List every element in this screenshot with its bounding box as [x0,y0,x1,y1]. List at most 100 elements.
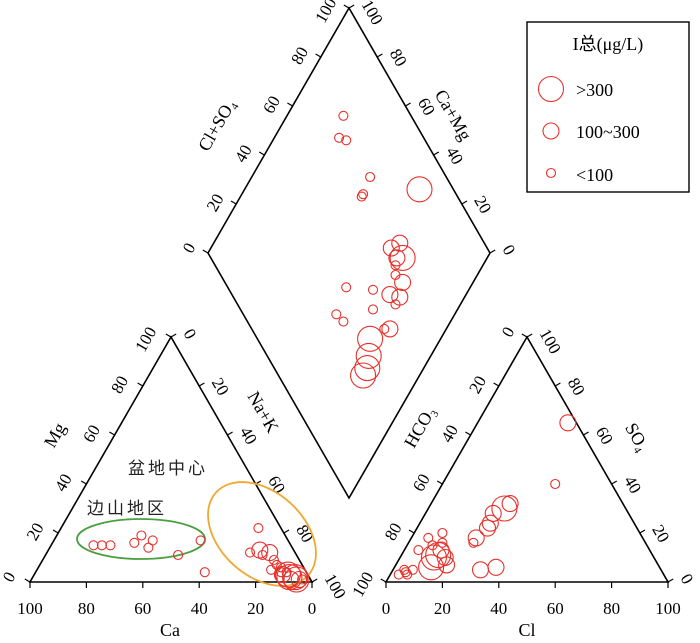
diamond-point-18 [379,323,390,334]
tick-label-hco3-80: 80 [381,520,406,544]
tick-camg-20 [461,200,468,205]
tick-label-ca-100: 100 [17,599,43,618]
tick-mg-40 [80,480,87,485]
legend-marker-large [537,75,565,103]
tick-label-clso4-80: 80 [287,44,312,68]
axis-label-cl-so4: Cl+SO₄ [194,96,240,155]
diamond-point-13 [394,273,412,291]
tick-camg-60 [405,102,411,107]
cation-point-12 [251,541,269,559]
legend-marker-medium [542,122,560,140]
anion-point-24 [400,567,411,578]
diamond-point-10 [388,249,406,267]
diamond-point-7 [356,191,367,202]
anion-point-20 [438,556,456,574]
tick-mg-80 [137,382,144,387]
tick-label-ca-0: 0 [308,599,317,618]
diamond-point-26 [331,309,342,320]
tick-label-nak-40: 40 [236,424,261,448]
tick-nak-40 [227,431,233,436]
tick-clso4-40 [258,151,265,156]
cation-point-2 [105,540,116,551]
tick-label-cl-0: 0 [382,599,391,618]
diamond-point-24 [350,362,377,389]
diamond-point-25 [341,282,352,293]
tick-hco3-60 [436,480,443,485]
anion-points [393,414,577,581]
tick-label-clso4-60: 60 [259,93,284,117]
diamond-point-23 [354,355,381,382]
label-mountain-area: 边山地区 [87,499,167,519]
cation-point-5 [143,542,154,553]
cation-triangle-frame [28,335,314,583]
anion-point-1 [550,478,561,490]
diamond-point-16 [390,299,401,310]
anion-point-6 [478,519,497,537]
tick-label-ca-40: 40 [191,599,208,618]
tick-hco3-100 [380,578,387,583]
cation-point-28 [297,574,308,585]
tick-label-so4-60: 60 [592,424,617,448]
legend-box [526,21,690,193]
diamond-point-1 [382,239,400,257]
anion-point-8 [468,537,479,548]
tick-so4-20 [639,529,646,534]
tick-hco3-80 [408,529,415,534]
legend-label-small: <100 [576,165,613,185]
cation-points [88,523,310,593]
diamond-point-11 [390,260,401,271]
cation-point-15 [268,554,279,566]
cation-point-11 [244,547,256,558]
tick-label-ca-20: 20 [247,599,264,618]
cation-point-10 [253,523,264,534]
anion-point-14 [423,532,434,543]
tick-label-clso4-20: 20 [203,191,228,215]
diamond-point-5 [365,171,376,183]
anion-point-21 [436,548,454,567]
diamond-point-9 [389,244,416,271]
tick-label-cl-100: 100 [655,599,681,618]
cation-point-3 [129,537,140,548]
tick-label-so4-0: 0 [677,571,698,588]
tick-so4-60 [583,431,589,436]
diamond-point-21 [357,325,384,352]
tick-label-ca-80: 80 [78,599,95,618]
tick-label-hco3-20: 20 [465,373,490,397]
anion-triangle-frame [384,335,670,583]
tick-label-camg-40: 40 [442,144,467,168]
tick-clso4-20 [230,200,237,205]
tick-label-clso4-100: 100 [311,0,340,26]
cation-point-1 [96,540,107,551]
anion-point-26 [393,569,404,580]
tick-label-cl-40: 40 [490,599,507,618]
tick-label-cl-60: 60 [547,599,564,618]
tick-label-hco3-60: 60 [409,471,434,495]
axis-label-cl: Cl [518,620,535,640]
tick-label-nak-0: 0 [180,326,201,343]
triangle-frames [28,6,670,583]
tick-label-so4-20: 20 [648,522,673,546]
tick-label-nak-80: 80 [292,522,317,546]
tick-nak-0 [170,333,177,338]
tick-camg-40 [433,151,440,156]
tick-clso4-100 [343,4,350,9]
anion-point-0 [559,414,577,432]
diamond-frame [207,6,491,500]
tick-label-cl-80: 80 [603,599,620,618]
tick-label-mg-0: 0 [0,569,19,586]
tick-clso4-60 [287,102,293,107]
tick-clso4-80 [315,53,322,58]
diamond-point-27 [338,316,349,327]
tick-hco3-0 [521,333,528,338]
tick-label-so4-100: 100 [536,326,565,358]
cation-point-7 [173,549,184,561]
cation-point-0 [88,540,99,551]
anion-point-10 [487,558,505,576]
label-basin-center: 盆地中心 [128,459,208,479]
diamond-point-14 [381,286,399,304]
tick-label-mg-80: 80 [107,373,132,397]
tick-camg-0 [489,249,496,254]
tick-label-nak-20: 20 [208,375,233,399]
cation-point-13 [257,549,268,561]
tick-label-mg-100: 100 [131,324,160,356]
